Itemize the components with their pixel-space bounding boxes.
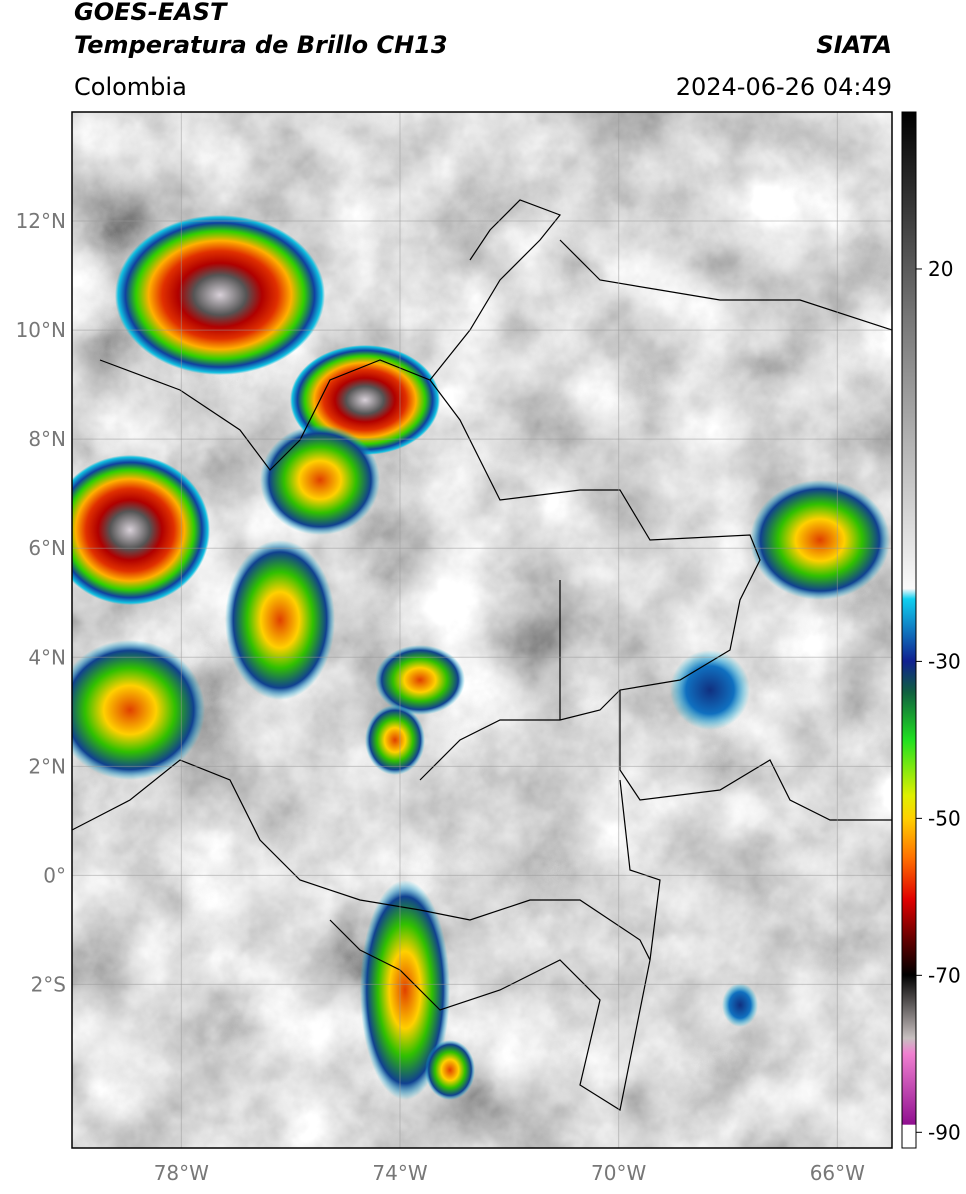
colorbar-tick-label: -90	[928, 1120, 961, 1144]
lat-tick-label: 2°N	[28, 754, 66, 778]
region: Colombia	[74, 73, 187, 101]
subtitle: Temperatura de Brillo CH13	[74, 31, 448, 59]
lat-tick-label: 6°N	[28, 536, 66, 560]
lat-tick-label: 10°N	[16, 318, 66, 342]
lon-tick-label: 70°W	[591, 1161, 646, 1185]
lat-tick-label: 4°N	[28, 645, 66, 669]
lat-tick-label: 2°S	[31, 972, 66, 996]
datetime: 2024-06-26 04:49	[676, 73, 892, 101]
lon-tick-label: 66°W	[810, 1161, 865, 1185]
lat-tick-label: 12°N	[16, 209, 66, 233]
lon-tick-label: 78°W	[154, 1161, 209, 1185]
colorbar-tick-label: -30	[928, 649, 961, 673]
map-frame	[71, 111, 893, 1149]
colorbar-tick-label: 20	[928, 257, 953, 281]
lon-tick-label: 74°W	[372, 1161, 427, 1185]
source: SIATA	[816, 31, 892, 59]
lat-tick-label: 8°N	[28, 427, 66, 451]
colorbar-tick-label: -50	[928, 806, 961, 830]
satellite-image	[72, 112, 892, 1148]
graticule	[72, 112, 892, 1148]
colorbar-tick-label: -70	[928, 963, 961, 987]
lat-tick-label: 0°	[43, 863, 66, 887]
title: GOES-EAST	[74, 0, 228, 26]
colorbar	[901, 111, 917, 1149]
